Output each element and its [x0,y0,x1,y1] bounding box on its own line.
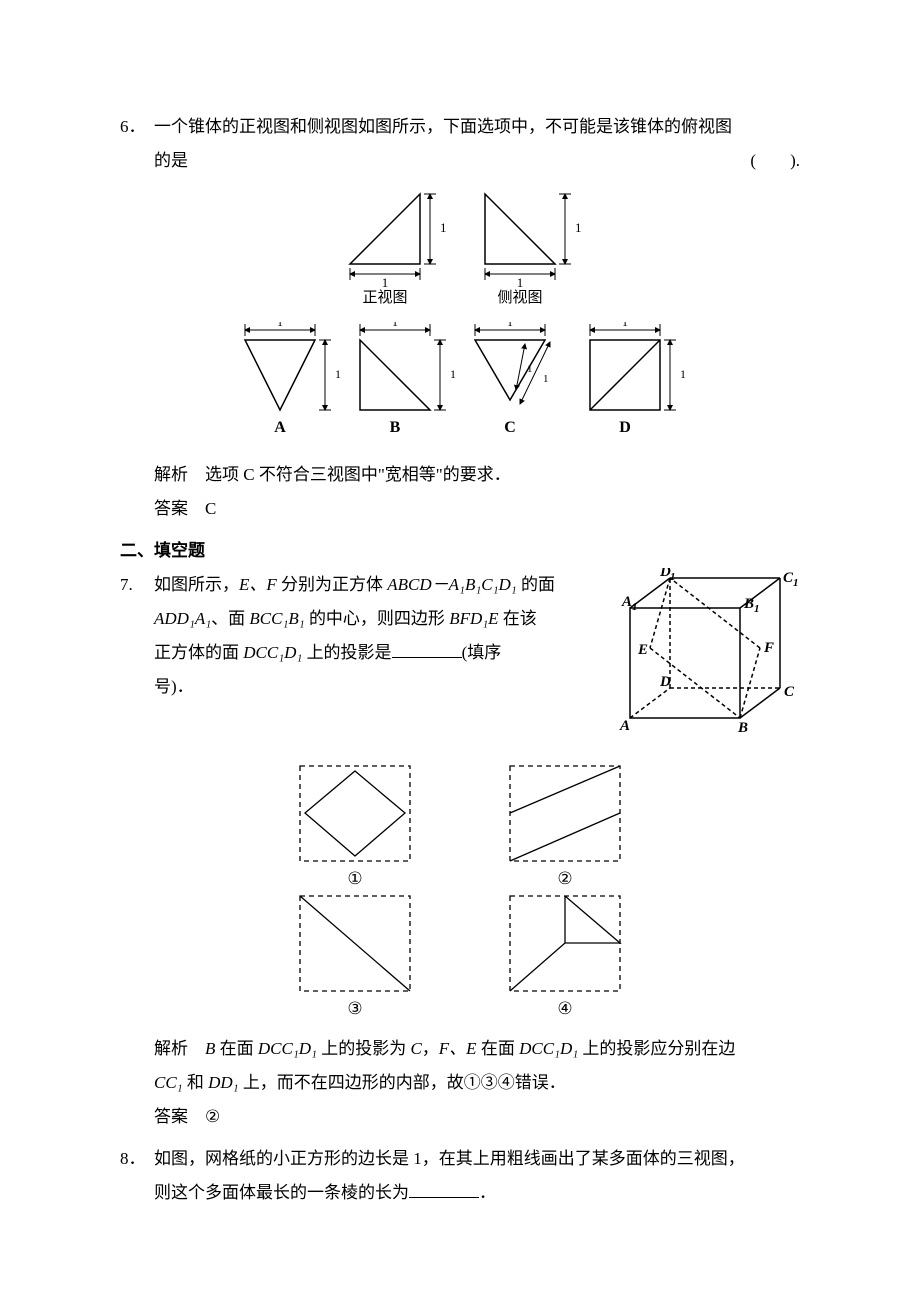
q7-answer-text: ② [205,1107,220,1126]
svg-text:①: ① [347,869,362,888]
svg-text:D: D [659,674,671,690]
svg-text:1: 1 [680,367,686,381]
svg-text:1: 1 [507,322,513,329]
question-6: 6． 一个锥体的正视图和侧视图如图所示，下面选项中，不可能是该锥体的俯视图 的是… [120,110,800,526]
q6-choice-paren: ( ). [750,144,800,178]
svg-text:1: 1 [622,322,628,329]
q7-answer-label: 答案 [154,1107,188,1126]
svg-text:1: 1 [793,577,799,589]
svg-text:1: 1 [632,601,638,613]
question-8: 8． 如图，网格纸的小正方形的边长是 1，在其上用粗线画出了某多面体的三视图， … [120,1142,800,1210]
q8-blank [409,1180,479,1198]
q6-stem-line2: 的是 [154,144,188,178]
svg-text:E: E [637,642,648,658]
svg-text:1: 1 [527,363,533,375]
svg-text:1: 1 [277,322,283,329]
q6-options-figure: 1 1 A 1 1 [120,322,800,454]
svg-text:A: A [274,419,286,436]
q8-number: 8． [120,1142,154,1176]
question-7: A1 B1 C1 D1 A B C D E F 7. 如图所示，E、F 分别为正… [120,568,800,1134]
q6-answer-text: C [205,499,216,518]
q6-front-side-views: 1 1 正视图 1 [120,184,800,316]
side-view-label: 侧视图 [497,289,542,304]
svg-text:1: 1 [543,373,549,385]
svg-text:1: 1 [754,603,760,615]
svg-text:D: D [619,419,631,436]
svg-text:②: ② [557,869,572,888]
svg-text:C: C [784,684,795,700]
q7-number: 7. [120,568,154,602]
q7-explain-line1: 解析B 在面 DCC₁D₁ 上的投影为 C，F、E 在面 DCC₁D₁ 上的投影… [154,1032,800,1066]
q6-stem-line1: 一个锥体的正视图和侧视图如图所示，下面选项中，不可能是该锥体的俯视图 [154,110,800,144]
svg-text:1: 1 [382,275,389,290]
svg-text:1: 1 [392,322,398,329]
q8-line1: 如图，网格纸的小正方形的边长是 1，在其上用粗线画出了某多面体的三视图， [154,1142,800,1176]
svg-text:③: ③ [347,999,362,1016]
q6-explain-label: 解析 [154,465,188,484]
q7-options-figure: ① ② ③ [120,756,800,1028]
q6-answer-label: 答案 [154,499,188,518]
svg-text:B: B [737,720,748,736]
q7-blank [392,640,462,658]
svg-text:1: 1 [450,367,456,381]
front-view-label: 正视图 [362,289,407,304]
svg-text:F: F [763,640,774,656]
svg-text:C: C [504,419,516,436]
svg-text:1: 1 [335,367,341,381]
q6-explain-text: 选项 C 不符合三视图中"宽相等"的要求． [205,465,511,484]
svg-text:B: B [743,596,754,612]
svg-text:1: 1 [575,220,582,235]
section-2-head: 二、填空题 [120,534,800,568]
svg-text:1: 1 [440,220,447,235]
svg-text:1: 1 [670,571,676,583]
svg-text:A: A [621,594,632,610]
q8-line2: 则这个多面体最长的一条棱的长为． [154,1176,800,1210]
q7-line1: 如图所示，E、F 分别为正方体 ABCD－A₁B₁C₁D₁ 的面 [154,568,590,602]
q7-cube-figure: A1 B1 C1 D1 A B C D E F [600,568,800,750]
svg-text:1: 1 [517,275,524,290]
svg-text:④: ④ [557,999,572,1016]
svg-text:B: B [390,419,401,436]
svg-text:A: A [619,718,630,734]
q7-explain-line2: CC₁ 和 DD₁ 上，而不在四边形的内部，故①③④错误． [154,1066,800,1100]
q6-number: 6． [120,110,154,144]
